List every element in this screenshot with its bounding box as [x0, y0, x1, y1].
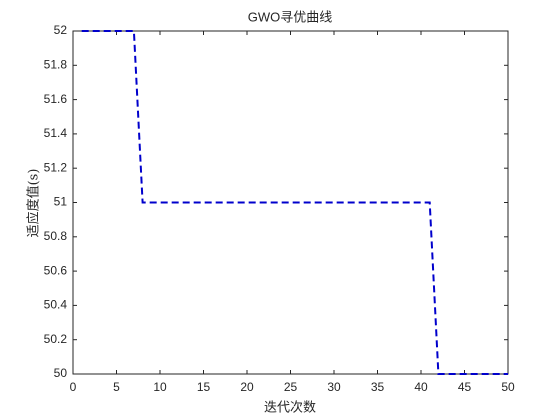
y-tick-label: 51: [54, 195, 68, 209]
y-axis-label: 适应度值(s): [26, 169, 42, 238]
y-tick-label: 51.8: [44, 57, 68, 71]
x-tick-label: 15: [197, 380, 211, 394]
y-tick-label: 50.6: [44, 263, 68, 277]
data-line: [81, 30, 508, 375]
x-tick-label: 5: [113, 380, 120, 394]
y-tick-label: 51.6: [44, 92, 68, 106]
y-tick-label: 50.2: [44, 332, 68, 346]
y-tick-label: 51.4: [44, 126, 68, 140]
x-tick-label: 0: [70, 380, 77, 394]
y-tick-label: 50.4: [44, 298, 68, 312]
x-tick-label: 35: [371, 380, 385, 394]
x-tick-label: 30: [327, 380, 341, 394]
chart-title: GWO寻优曲线: [248, 9, 333, 24]
x-tick-label: 40: [414, 380, 428, 394]
x-tick-label: 10: [153, 380, 167, 394]
x-tick-label: 25: [284, 380, 298, 394]
x-tick-label: 50: [501, 380, 515, 394]
y-tick-label: 50.8: [44, 229, 68, 243]
y-tick-label: 50: [54, 366, 68, 380]
x-tick-label: 20: [240, 380, 254, 394]
y-tick-label: 51.2: [44, 160, 68, 174]
y-tick-label: 52: [54, 23, 68, 37]
x-axis-label: 迭代次数: [264, 400, 316, 416]
x-tick-label: 45: [458, 380, 472, 394]
